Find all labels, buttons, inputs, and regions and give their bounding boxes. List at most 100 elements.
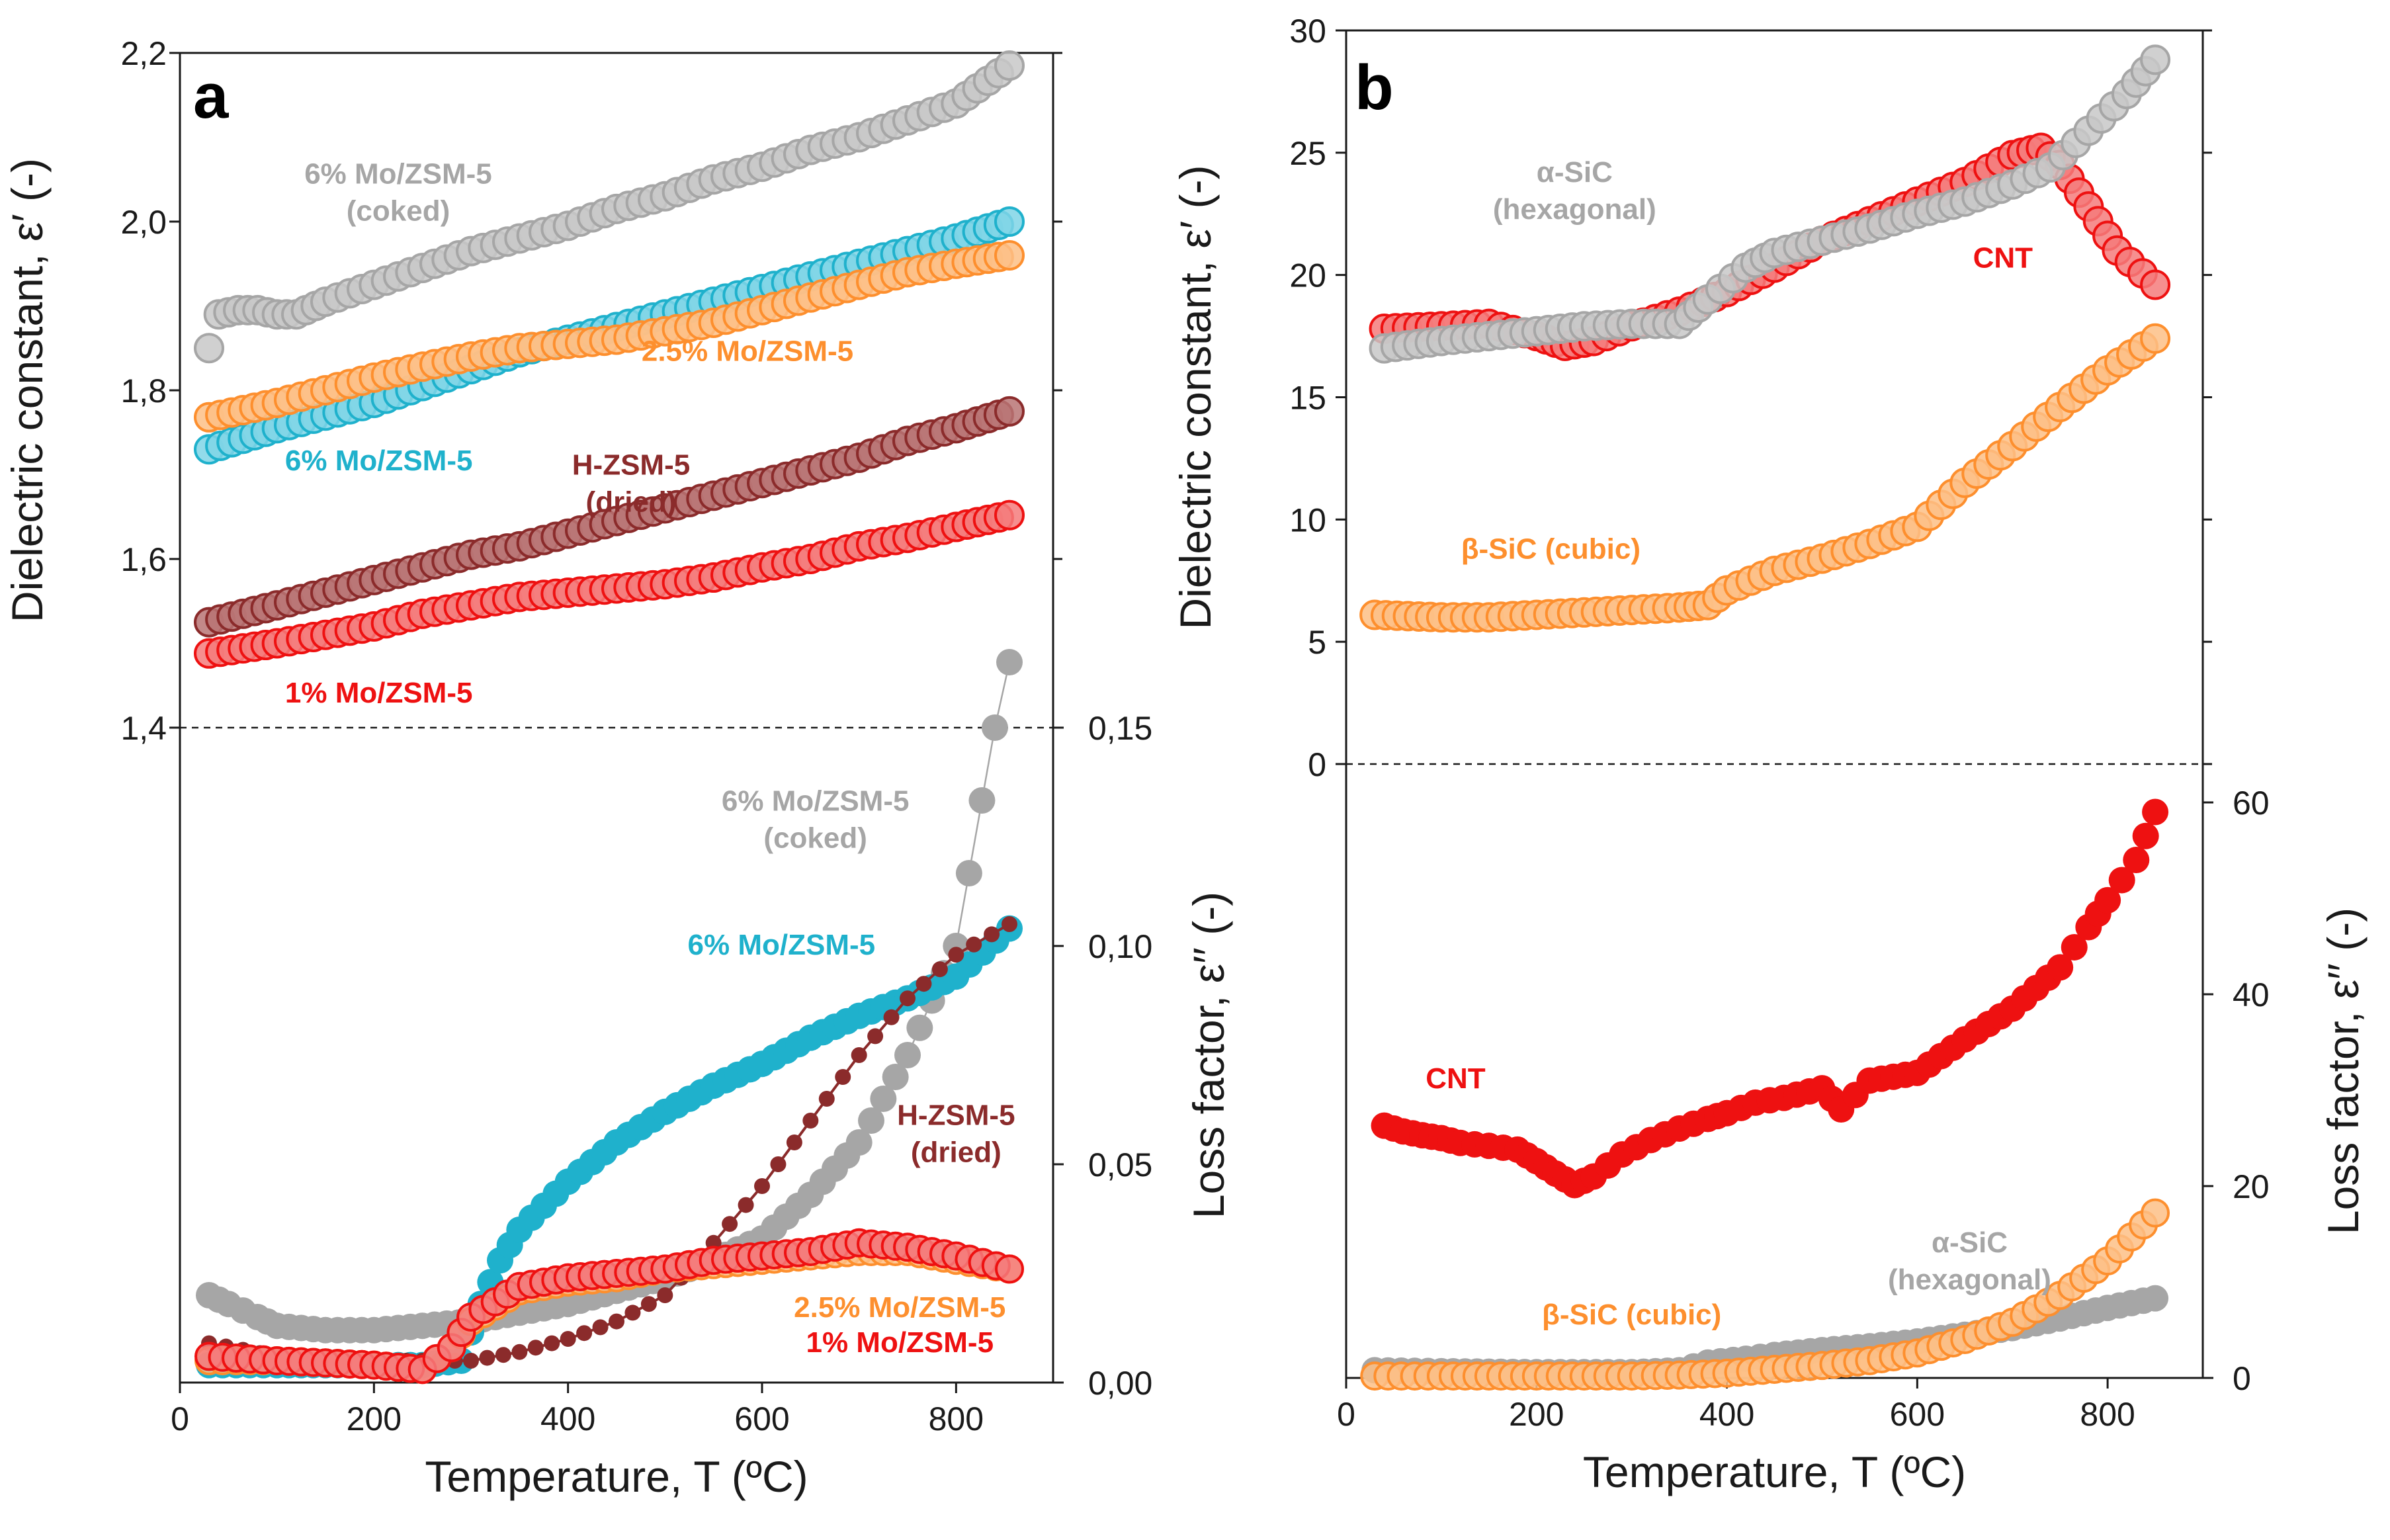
a-bottom-point-6-mo-zsm-5-coked [906,1014,933,1041]
b-top-series-sic-cubic [1359,323,2171,633]
annotation-a-coked-bot-line-1: (coked) [763,822,867,854]
a-top-point-1-mo-zsm-5 [994,499,1025,531]
b-y-bottom-tick-label: 40 [2233,976,2270,1013]
a-top-point-2-5-mo-zsm-5 [994,240,1025,271]
a-plot-frame [179,52,1054,1384]
a-bottom-point-h-zsm-5-dried [948,947,964,963]
a-bottom-point-h-zsm-5-dried [818,1091,835,1107]
a-x-tick-label: 400 [540,1400,595,1437]
b-y-bottom-tick-label: 60 [2233,785,2270,822]
annotation-a-25-bot-line-0: 2.5% Mo/ZSM-5 [794,1291,1005,1324]
b-y-top-tick-label: 10 [1289,501,1326,538]
panel-letter-b: b [1355,52,1394,123]
a-bottom-point-h-zsm-5-dried [754,1178,770,1194]
a-top-point-6-mo-zsm-5-coked [994,50,1025,81]
a-bottom-point-6-mo-zsm-5-coked [882,1064,909,1090]
b-x-tick-label: 400 [1699,1396,1754,1433]
a-top-series-2-5-mo-zsm-5 [194,240,1025,433]
b-x-tick-label: 800 [2080,1396,2135,1433]
a-x-tick-label: 800 [929,1400,984,1437]
b-top-point-cnt [2140,269,2171,300]
b-x-tick-label: 200 [1509,1396,1564,1433]
a-bottom-point-h-zsm-5-dried [966,936,982,953]
annotation-b-asic-top-line-0: α-SiC [1537,156,1613,189]
annotation-a-coked-top-line-1: (coked) [347,195,450,228]
a-y-bottom-axis-label: Loss factor, ε′′ (-) [1184,892,1233,1219]
b-top-point-sic-cubic [2140,323,2171,354]
b-bottom-point-cnt [2061,933,2088,961]
a-y-bottom-tick-label: 0,15 [1088,710,1152,747]
a-bottom-point-h-zsm-5-dried [984,926,1000,943]
annotation-a-hzsm-bot-line-0: H-ZSM-5 [897,1099,1015,1132]
b-y-top-tick-label: 20 [1289,257,1326,294]
a-bottom-point-h-zsm-5-dried [511,1344,528,1360]
a-bottom-point-h-zsm-5-dried [560,1331,576,1347]
a-bottom-point-h-zsm-5-dried [738,1197,754,1213]
a-bottom-point-6-mo-zsm-5-coked [968,787,996,814]
a-bottom-point-h-zsm-5-dried [835,1069,851,1085]
b-bottom-series-cnt [1371,798,2169,1199]
b-bottom-point-cnt [2123,847,2150,873]
a-top-point-h-zsm-5-dried [994,396,1025,427]
a-x-tick-label: 200 [347,1400,402,1437]
b-y-top-axis-label: Dielectric constant, ε′ (-) [1171,165,1220,630]
annotation-a-6-bot-line-0: 6% Mo/ZSM-5 [688,929,876,961]
b-plot-frame [1345,29,2204,1379]
annotation-a-25-top-line-0: 2.5% Mo/ZSM-5 [642,335,853,367]
annotation-b-bsic-bot-line-0: β-SiC (cubic) [1542,1299,1721,1331]
annotation-b-bsic-top-line-0: β-SiC (cubic) [1461,533,1641,565]
a-bottom-point-h-zsm-5-dried [802,1113,819,1129]
b-y-top-tick-label: 30 [1289,13,1326,50]
a-bottom-point-6-mo-zsm-5-coked [845,1129,873,1156]
a-y-bottom-tick-label: 0,00 [1088,1365,1152,1402]
a-x-tick-label: 600 [734,1400,789,1437]
b-bottom-point-cnt [2094,886,2121,914]
annotation-a-coked-bot-line-0: 6% Mo/ZSM-5 [722,785,910,817]
b-y-bottom-tick-label: 20 [2233,1168,2270,1205]
panel-a: 0 200 400 600 800 1,4 1,6 1,8 2,0 2,2 0,00 0,05 0,10… [3,35,1233,1501]
a-bottom-point-h-zsm-5-dried [722,1216,738,1232]
panel-b: 0 200 400 600 800 0 5 10 15 20 25 30 0 20 40 60 Temperat… [1171,13,2368,1496]
a-top-series-6-mo-zsm-5-coked [194,50,1025,364]
a-y-bottom-tick-label: 0,05 [1088,1146,1152,1183]
annotation-b-asic-bot-line-1: (hexagonal) [1888,1263,2051,1296]
a-y-top-tick-label: 1,8 [120,372,167,409]
a-bottom-series-1-mo-zsm-5 [194,1228,1024,1385]
a-y-top-axis-label: Dielectric constant, ε′ (-) [3,158,52,622]
b-y-bottom-axis-label: Loss factor, ε′′ (-) [2319,908,2368,1234]
a-x-tick-label: 0 [171,1400,189,1437]
b-bottom-point-cnt [2108,867,2135,894]
a-x-axis-label: Temperature, T (ºC) [425,1452,808,1501]
b-bottom-series-sic-cubic [1360,1198,2170,1391]
a-bottom-point-h-zsm-5-dried [851,1047,867,1063]
a-y-bottom-tick-label: 0,10 [1088,928,1152,965]
annotation-b-cnt-bot-line-0: CNT [1426,1062,1486,1095]
a-bottom-point-6-mo-zsm-5-coked [955,860,982,886]
a-bottom-point-h-zsm-5-dried [883,1009,900,1025]
annotation-a-1-bot-line-0: 1% Mo/ZSM-5 [806,1326,994,1359]
b-y-bottom-tick-label: 0 [2233,1360,2251,1397]
a-bottom-point-1-mo-zsm-5 [995,1254,1024,1284]
a-y-top-tick-label: 2,2 [120,35,167,72]
a-bottom-point-6-mo-zsm-5-coked [858,1107,884,1134]
a-bottom-point-h-zsm-5-dried [544,1335,560,1351]
annotation-a-hzsm-top-line-0: H-ZSM-5 [572,449,690,482]
panel-letter-a: a [193,61,229,132]
annotation-a-hzsm-top-line-1: (dried) [586,486,677,519]
a-bottom-point-h-zsm-5-dried [867,1028,884,1045]
a-y-top-tick-label: 2,0 [120,204,167,241]
a-bottom-point-6-mo-zsm-5-coked [982,714,1008,741]
b-y-top-tick-label: 25 [1289,135,1326,172]
a-bottom-point-h-zsm-5-dried [463,1353,479,1369]
a-bottom-point-h-zsm-5-dried [900,990,916,1007]
a-y-top-tick-label: 1,4 [120,710,167,747]
b-top-point-sic-hexagonal [2140,44,2171,75]
b-bottom-point-cnt [2142,798,2169,826]
a-bottom-point-h-zsm-5-dried [576,1325,593,1342]
annotation-a-6-top-line-0: 6% Mo/ZSM-5 [285,445,473,477]
a-top-point-6-mo-zsm-5-coked [194,333,224,364]
a-y-top-tick-label: 1,6 [120,541,167,578]
a-bottom-point-h-zsm-5-dried [931,961,948,978]
a-top-series-1-mo-zsm-5 [194,499,1025,669]
